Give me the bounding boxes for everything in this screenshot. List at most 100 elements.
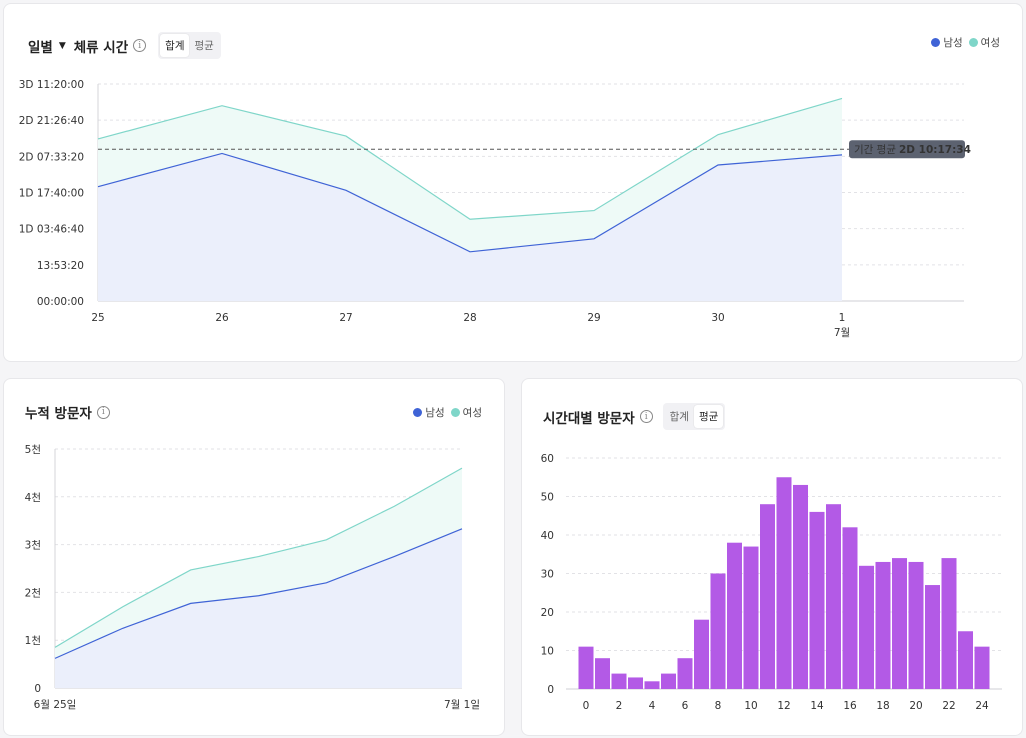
y-tick-label: 2D 07:33:20: [19, 151, 84, 163]
bar: [842, 527, 858, 689]
legend-label-female: 여성: [980, 37, 1000, 49]
legend-item-male[interactable]: 남성: [931, 35, 963, 50]
x-tick-label-start: 6월 25일: [34, 698, 77, 711]
x-tick-label: 10: [744, 700, 757, 712]
y-tick-label: 30: [541, 569, 554, 581]
male-dot-icon: [931, 38, 941, 47]
female-area: [98, 98, 842, 252]
stay-time-title: 체류 시간: [73, 39, 129, 56]
bar: [694, 619, 709, 689]
x-tick-label: 16: [843, 700, 857, 712]
legend-item-male[interactable]: 남성: [413, 405, 445, 420]
period-dropdown-label: 일별: [28, 39, 53, 56]
male-area: [98, 153, 842, 301]
x-tick-label: 27: [339, 312, 352, 324]
bar: [793, 484, 808, 689]
average-label-value: 2D 10:17:34: [899, 144, 971, 156]
toggle-avg[interactable]: 평균: [194, 40, 214, 52]
x-tick-label: 0: [583, 700, 590, 712]
cumulative-visitors-title: 누적 방문자: [25, 406, 92, 422]
stay-time-legend: 남성 여성: [925, 35, 1000, 50]
x-tick-label: 6: [682, 700, 689, 712]
x-tick-label: 22: [942, 700, 955, 712]
y-tick-label: 1D 17:40:00: [19, 188, 84, 200]
hourly-visitors-card: 시간대별 방문자 i 합계 평균 0 10 20 30 40 50 60 0 2 4 6 8 10 12 1…: [521, 378, 1023, 736]
cumulative-visitors-card: 누적 방문자 i 남성 여성 0 1천 2천 3천 4천 5천 6월 25일 7월 1일: [3, 378, 505, 736]
x-tick-label: 26: [215, 312, 229, 324]
y-tick-label: 1천: [25, 635, 41, 647]
legend-label-male: 남성: [425, 407, 445, 419]
y-tick-label: 13:53:20: [37, 260, 84, 272]
period-dropdown[interactable]: 일별 ▼: [28, 36, 74, 56]
stay-time-chart: 00:00:00 13:53:20 1D 03:46:40 1D 17:40:00 2D…: [19, 79, 971, 339]
average-label-prefix: 기간 평균: [854, 144, 896, 156]
female-dot-icon: [968, 38, 978, 47]
y-tick-label: 1D 03:46:40: [19, 224, 84, 236]
y-tick-label: 3천: [25, 540, 41, 552]
bar: [826, 504, 841, 689]
x-tick-label: 4: [649, 700, 656, 712]
bar: [595, 658, 610, 689]
male-series-line: [54, 528, 463, 659]
toggle-sum[interactable]: 합계: [160, 34, 190, 57]
y-tick-label: 2천: [25, 587, 41, 599]
x-tick-sublabel: 7월: [834, 327, 850, 339]
bar: [941, 558, 957, 689]
stay-time-card: 일별 ▼ 체류 시간 i 합계 평균 남성 여성 00:00:00 13:53:2…: [3, 3, 1023, 362]
y-tick-label: 3D 11:20:00: [19, 79, 84, 91]
y-tick-label: 60: [541, 453, 554, 465]
bar: [958, 631, 973, 689]
sum-avg-toggle: 합계 평균: [662, 403, 726, 430]
female-dot-icon: [450, 408, 460, 417]
bar: [661, 673, 676, 689]
x-tick-label: 8: [715, 700, 722, 712]
y-tick-label: 0: [34, 683, 41, 695]
bar: [760, 504, 775, 689]
hourly-visitors-header: 시간대별 방문자 i 합계 평균: [543, 403, 726, 430]
info-icon[interactable]: i: [96, 405, 110, 419]
y-tick-label: 00:00:00: [37, 296, 84, 308]
y-tick-label: 4천: [25, 492, 41, 504]
bar: [859, 565, 874, 689]
info-icon[interactable]: i: [639, 410, 653, 423]
bar: [925, 585, 940, 689]
x-tick-label: 24: [975, 700, 989, 712]
x-tick-label: 14: [810, 700, 824, 712]
bar: [809, 511, 825, 689]
legend-item-female[interactable]: 여성: [968, 35, 1000, 50]
x-tick-label: 28: [463, 312, 476, 324]
hourly-visitors-title: 시간대별 방문자: [543, 410, 635, 427]
bar: [875, 561, 891, 689]
x-tick-label: 2: [616, 700, 623, 712]
legend-label-male: 남성: [943, 37, 963, 49]
bar: [578, 646, 594, 689]
x-tick-label: 25: [91, 312, 104, 324]
x-tick-label-end: 7월 1일: [444, 698, 480, 711]
stay-time-header: 일별 ▼ 체류 시간 i 합계 평균: [28, 32, 221, 59]
male-dot-icon: [413, 408, 423, 417]
female-series-line: [97, 97, 843, 220]
cumulative-visitors-chart: 0 1천 2천 3천 4천 5천 6월 25일 7월 1일: [25, 444, 480, 711]
y-tick-label: 10: [541, 646, 554, 658]
female-area: [55, 468, 462, 659]
legend-label-female: 여성: [462, 407, 482, 419]
x-tick-label: 30: [711, 312, 724, 324]
toggle-sum[interactable]: 합계: [669, 411, 689, 423]
y-tick-label: 0: [547, 684, 554, 696]
info-icon[interactable]: i: [133, 39, 147, 52]
bar: [776, 477, 792, 689]
y-tick-label: 20: [541, 607, 554, 619]
y-tick-label: 40: [541, 530, 554, 542]
y-tick-label: 50: [541, 492, 554, 504]
bar: [611, 673, 627, 689]
caret-down-icon: ▼: [58, 40, 66, 51]
bar: [908, 561, 924, 689]
bar: [727, 542, 742, 689]
male-area: [55, 528, 462, 688]
bar: [710, 573, 726, 689]
x-tick-label: 1: [839, 312, 846, 324]
legend-item-female[interactable]: 여성: [450, 405, 482, 420]
toggle-avg[interactable]: 평균: [693, 405, 724, 428]
female-series-line: [54, 467, 463, 648]
